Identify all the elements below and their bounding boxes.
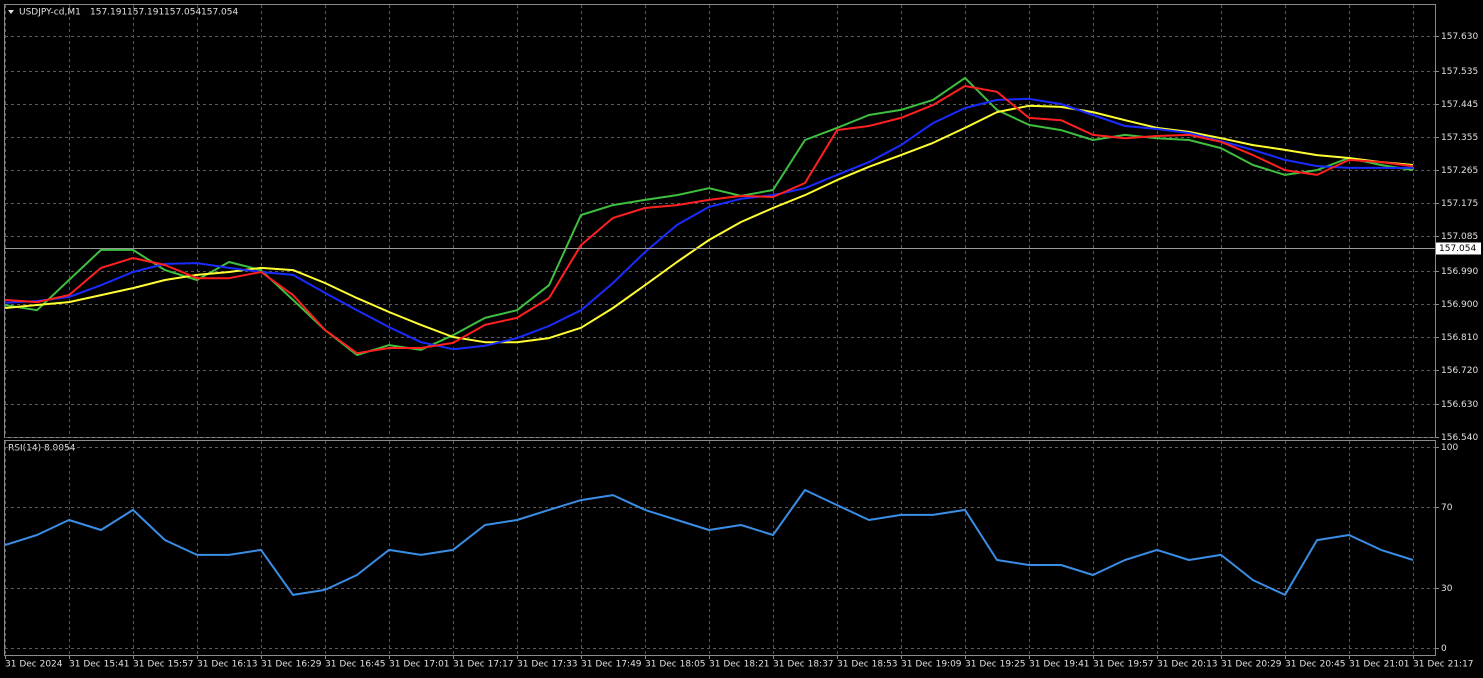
y-tick-label: 70 — [1441, 503, 1453, 513]
x-tick-label: 31 Dec 20:29 — [1221, 660, 1282, 670]
y-tick-label: 156.540 — [1441, 433, 1478, 443]
x-tick-label: 31 Dec 18:05 — [645, 660, 706, 670]
x-tick-label: 31 Dec 19:57 — [1093, 660, 1154, 670]
x-tick-label: 31 Dec 21:01 — [1349, 660, 1410, 670]
y-tick-label: 156.630 — [1441, 400, 1478, 410]
price-label-box — [1436, 242, 1481, 255]
y-tick-label: 156.990 — [1441, 267, 1478, 277]
y-tick-label: 157.445 — [1441, 100, 1478, 110]
chart-title: USDJPY-cd,M1 — [19, 8, 81, 18]
y-tick-label: 156.900 — [1441, 300, 1478, 310]
low-label: 157.054 — [164, 8, 201, 18]
y-tick-label: 0 — [1441, 644, 1447, 654]
x-tick-label: 31 Dec 20:13 — [1157, 660, 1218, 670]
x-tick-label: 31 Dec 19:41 — [1029, 660, 1090, 670]
x-tick-label: 31 Dec 17:33 — [517, 660, 578, 670]
price-label: 157.054 — [1439, 244, 1476, 254]
x-tick-label: 31 Dec 18:37 — [773, 660, 834, 670]
y-tick-label: 156.720 — [1441, 366, 1478, 376]
y-tick-label: 157.535 — [1441, 67, 1478, 77]
y-tick-label: 156.810 — [1441, 333, 1478, 343]
rsi-panel — [4, 440, 1436, 656]
x-tick-label: 31 Dec 17:17 — [453, 660, 514, 670]
x-tick-label: 31 Dec 17:01 — [389, 660, 450, 670]
x-tick-label: 31 Dec 16:13 — [197, 660, 258, 670]
x-tick-label: 31 Dec 18:21 — [709, 660, 770, 670]
high-label: 157.191 — [127, 8, 164, 18]
x-tick-label: 31 Dec 20:45 — [1285, 660, 1346, 670]
x-tick-label: 31 Dec 19:25 — [965, 660, 1026, 670]
x-tick-label: 31 Dec 19:09 — [901, 660, 962, 670]
series-line — [4, 85, 1414, 355]
x-tick-label: 31 Dec 15:57 — [133, 660, 194, 670]
y-tick-label: 157.175 — [1441, 199, 1478, 209]
y-tick-label: 157.630 — [1441, 32, 1478, 42]
rsi-title: RSI(14) 8.0054 — [8, 444, 76, 454]
menu-arrow[interactable] — [8, 10, 14, 14]
y-tick-label: 157.355 — [1441, 133, 1478, 143]
series-line — [4, 97, 1413, 351]
y-tick-label: 157.265 — [1441, 166, 1478, 176]
x-tick-label: 31 Dec 16:29 — [261, 660, 322, 670]
x-tick-label: 31 Dec 15:41 — [69, 660, 130, 670]
y-tick-label: 100 — [1441, 443, 1458, 453]
x-tick-label: 31 Dec 2024 — [5, 660, 63, 670]
close-label: 157.054 — [201, 8, 238, 18]
open-label: 157.191 — [90, 8, 127, 18]
series-line — [4, 76, 1414, 356]
y-tick-label: 157.085 — [1441, 232, 1478, 242]
x-tick-label: 31 Dec 16:45 — [325, 660, 386, 670]
x-tick-label: 31 Dec 21:17 — [1413, 660, 1474, 670]
x-tick-label: 31 Dec 17:49 — [581, 660, 642, 670]
series-line — [4, 104, 1414, 344]
series-line — [4, 489, 1414, 596]
y-tick-label: 30 — [1441, 584, 1453, 594]
x-tick-label: 31 Dec 18:53 — [837, 660, 898, 670]
